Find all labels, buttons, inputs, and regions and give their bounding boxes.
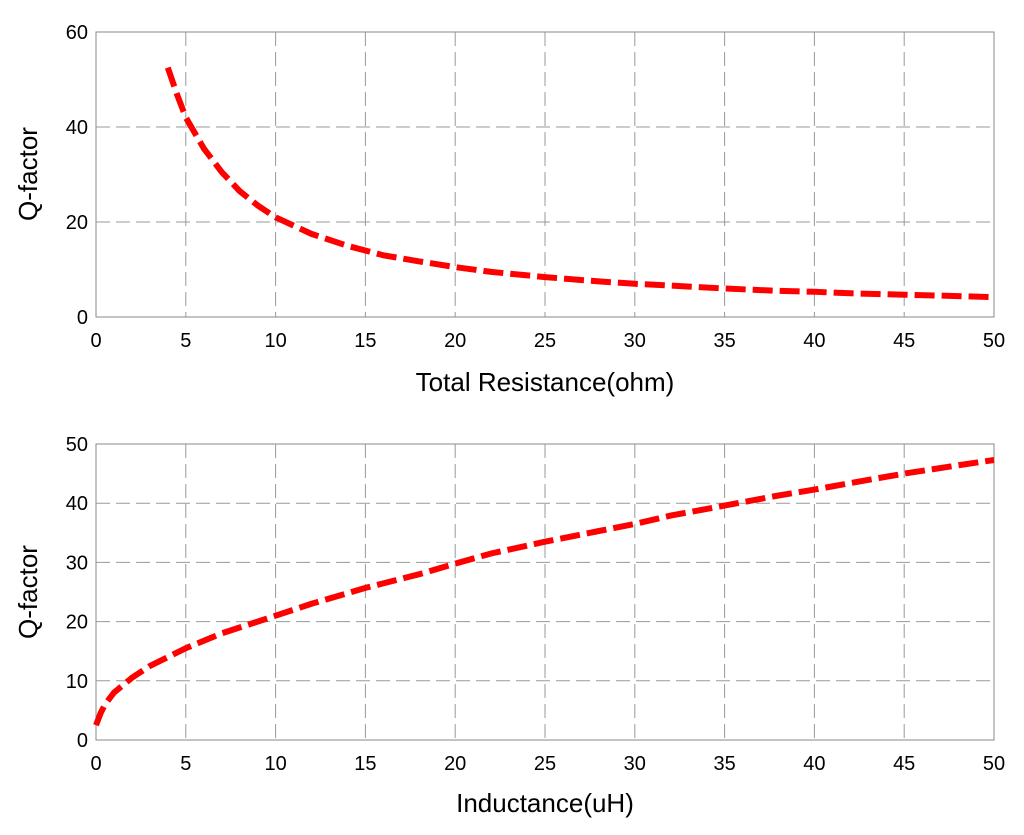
x-tick-label: 0 <box>90 753 101 775</box>
x-tick-label: 5 <box>180 330 191 352</box>
x-axis-title-resistance: Total Resistance(ohm) <box>416 367 675 397</box>
x-tick-label: 25 <box>534 753 556 775</box>
x-tick-label: 20 <box>444 330 466 352</box>
y-tick-label: 0 <box>77 730 88 752</box>
y-tick-label: 10 <box>66 671 88 693</box>
x-ticks-inductance: 0 5 10 15 20 25 30 35 40 45 50 <box>90 753 1005 775</box>
x-tick-label: 40 <box>803 330 825 352</box>
grid-inductance <box>96 444 994 740</box>
y-axis-title-resistance: Q-factor <box>13 127 43 221</box>
x-tick-label: 40 <box>803 753 825 775</box>
y-tick-label: 20 <box>66 612 88 634</box>
x-tick-label: 35 <box>713 753 735 775</box>
x-tick-label: 30 <box>624 753 646 775</box>
x-tick-label: 10 <box>264 330 286 352</box>
x-tick-label: 50 <box>983 330 1005 352</box>
y-tick-label: 60 <box>66 22 88 44</box>
y-tick-label: 40 <box>66 493 88 515</box>
x-tick-label: 50 <box>983 753 1005 775</box>
y-ticks-inductance: 0 10 20 30 40 50 <box>66 434 88 752</box>
x-tick-label: 45 <box>893 330 915 352</box>
y-tick-label: 40 <box>66 117 88 139</box>
y-ticks-resistance: 0 20 40 60 <box>66 22 88 329</box>
x-ticks-resistance: 0 5 10 15 20 25 30 35 40 45 50 <box>90 330 1005 352</box>
x-tick-label: 0 <box>90 330 101 352</box>
x-tick-label: 15 <box>354 330 376 352</box>
x-tick-label: 35 <box>713 330 735 352</box>
x-axis-title-inductance: Inductance(uH) <box>456 788 634 818</box>
chart-inductance: 0 5 10 15 20 25 30 35 40 45 50 0 10 20 30 40 50 Inducta… <box>13 434 1005 818</box>
y-tick-label: 20 <box>66 212 88 234</box>
chart-resistance: 0 5 10 15 20 25 30 35 40 45 50 0 20 40 60 Total Resis… <box>13 22 1005 397</box>
x-tick-label: 10 <box>264 753 286 775</box>
y-tick-label: 50 <box>66 434 88 456</box>
x-tick-label: 15 <box>354 753 376 775</box>
y-tick-label: 0 <box>77 307 88 329</box>
y-tick-label: 30 <box>66 552 88 574</box>
x-tick-label: 30 <box>624 330 646 352</box>
x-tick-label: 45 <box>893 753 915 775</box>
y-axis-title-inductance: Q-factor <box>13 545 43 639</box>
x-tick-label: 5 <box>180 753 191 775</box>
series-line-inductance <box>93 457 995 727</box>
series-line-resistance <box>164 66 995 301</box>
x-tick-label: 25 <box>534 330 556 352</box>
grid-resistance <box>96 32 994 317</box>
x-tick-label: 20 <box>444 753 466 775</box>
